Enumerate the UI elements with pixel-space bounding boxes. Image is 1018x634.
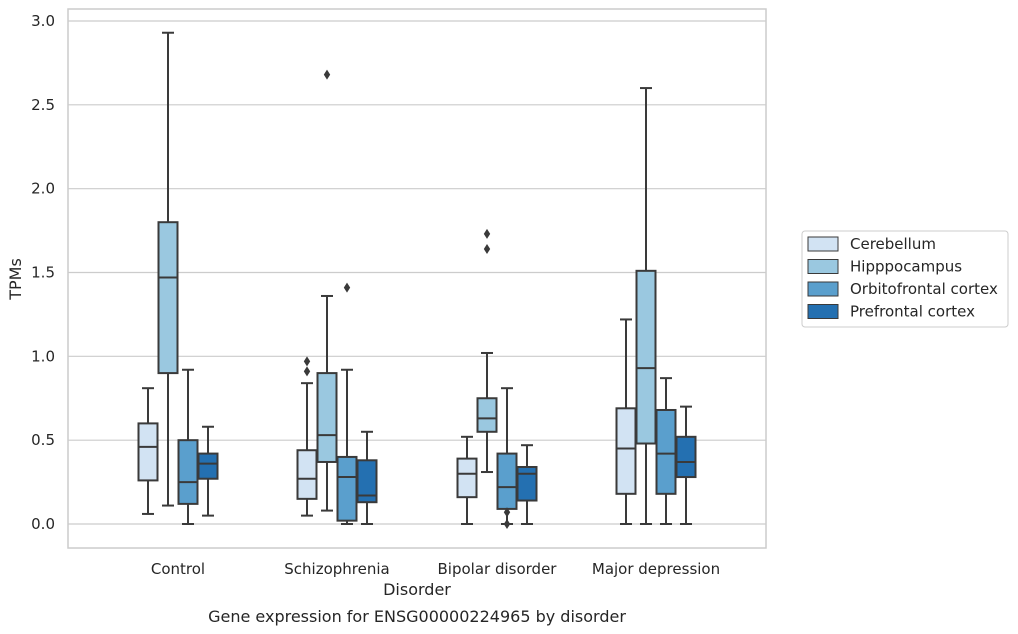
outlier-point [483,244,491,255]
iqr-box [296,449,318,500]
y-tick-label: 1.0 [31,347,55,365]
y-tick-label: 0.0 [31,515,55,533]
outlier-point [503,519,511,529]
legend-swatch [807,236,839,252]
iqr-box [516,465,538,502]
outlier-point [483,228,491,239]
box-hipppocampus [476,228,498,474]
outlier-point [323,69,331,80]
legend: Cerebellum Hipppocampus Orbitofrontal cort… [801,230,1009,328]
outlier-point [303,356,311,367]
outlier-point [503,507,511,518]
y-tick-label: 2.0 [31,180,55,198]
box-hipppocampus [316,69,338,512]
outlier-point [343,282,351,293]
box-prefrontal-cortex [675,405,697,525]
y-tick-label: 1.5 [31,264,55,282]
legend-swatch [807,281,839,297]
iqr-box [675,435,697,479]
iqr-box [316,372,338,463]
iqr-box [137,422,159,482]
iqr-box [496,452,518,510]
iqr-box [157,221,179,375]
legend-label: Orbitofrontal cortex [850,280,998,298]
box-cerebellum [296,356,318,517]
iqr-box [336,455,358,522]
iqr-box [615,407,637,495]
y-tick-label: 3.0 [31,12,55,30]
iqr-box [177,439,199,505]
iqr-box [456,457,478,499]
iqr-box [655,408,677,495]
box-prefrontal-cortex [197,425,219,517]
y-tick-label: 2.5 [31,96,55,114]
x-tick-label: Control [151,560,205,578]
chart-caption: Gene expression for ENSG00000224965 by d… [208,607,626,626]
box-prefrontal-cortex [516,444,538,525]
legend-frame [801,230,1009,328]
x-tick-label: Major depression [592,560,720,578]
x-tick-labels: Control Schizophrenia Bipolar disorder Majo… [151,560,720,578]
x-tick-label: Bipolar disorder [438,560,558,578]
legend-label: Prefrontal cortex [850,303,975,321]
legend-label: Hipppocampus [850,258,962,276]
box-cerebellum [137,387,159,515]
iqr-box [635,269,657,445]
y-tick-labels: 0.0 0.5 1.0 1.5 2.0 2.5 3.0 [31,12,55,533]
y-tick-label: 0.5 [31,431,55,449]
y-axis-label: TPMs [6,258,25,301]
box-hipppocampus [157,31,179,507]
legend-swatch [807,304,839,319]
legend-swatch [807,259,839,274]
box-groups [137,31,697,529]
iqr-box [356,459,378,504]
box-prefrontal-cortex [356,430,378,525]
iqr-box [197,452,219,480]
legend-label: Cerebellum [850,235,936,253]
box-hipppocampus [635,87,657,525]
x-tick-label: Schizophrenia [284,560,389,578]
box-cerebellum [456,435,478,525]
iqr-box [476,397,498,433]
box-cerebellum [615,318,637,525]
x-axis-label: Disorder [383,580,451,599]
box-orbitofrontal-cortex [496,387,518,529]
outlier-point [303,366,311,377]
